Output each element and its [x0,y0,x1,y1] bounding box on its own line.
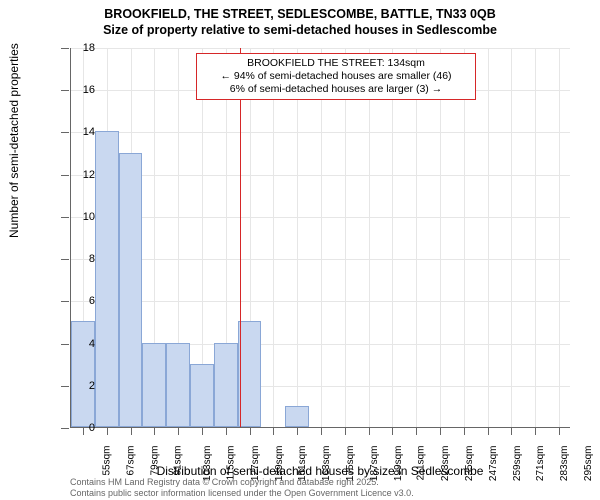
gridline-v [369,48,370,427]
y-tick [61,386,69,387]
title-line2: Size of property relative to semi-detach… [0,22,600,38]
annotation-line3: 6% of semi-detached houses are larger (3… [203,83,469,96]
x-tick-label: 151sqm [297,446,308,482]
y-tick [61,259,69,260]
x-tick [559,427,560,435]
gridline-v [488,48,489,427]
histogram-bar [119,153,143,427]
x-tick [511,427,512,435]
annotation-line1: BROOKFIELD THE STREET: 134sqm [203,57,469,70]
x-tick [440,427,441,435]
y-tick-label: 6 [69,295,95,307]
histogram-bar [238,321,262,427]
y-tick-label: 10 [69,211,95,223]
x-tick [488,427,489,435]
y-tick [61,344,69,345]
x-tick-label: 199sqm [393,446,404,482]
x-tick-label: 91sqm [173,446,184,476]
gridline-v [464,48,465,427]
gridline-v [559,48,560,427]
x-tick [273,427,274,435]
gridline-v [392,48,393,427]
x-tick-label: 259sqm [512,446,523,482]
x-tick [416,427,417,435]
x-tick-label: 103sqm [202,446,213,482]
x-tick-label: 295sqm [583,446,594,482]
x-tick [154,427,155,435]
x-tick [535,427,536,435]
footer: Contains HM Land Registry data © Crown c… [70,477,414,498]
histogram-bar [285,406,309,427]
gridline-v [345,48,346,427]
y-tick-label: 2 [69,380,95,392]
y-tick-label: 0 [69,422,95,434]
x-tick-label: 247sqm [488,446,499,482]
y-tick-label: 14 [69,126,95,138]
reference-line [240,48,241,427]
x-tick-label: 175sqm [345,446,356,482]
x-tick [369,427,370,435]
gridline-v [511,48,512,427]
footer-line2: Contains public sector information licen… [70,488,414,498]
y-tick [61,132,69,133]
y-axis-label: Number of semi-detached properties [7,43,21,238]
chart-title: BROOKFIELD, THE STREET, SEDLESCOMBE, BAT… [0,6,600,39]
histogram-bar [166,343,190,427]
x-tick-label: 139sqm [274,446,285,482]
x-tick [107,427,108,435]
x-tick-label: 283sqm [559,446,570,482]
x-tick [345,427,346,435]
x-tick-label: 223sqm [440,446,451,482]
footer-line1: Contains HM Land Registry data © Crown c… [70,477,414,487]
y-tick [61,217,69,218]
y-tick-label: 8 [69,253,95,265]
y-tick-label: 12 [69,169,95,181]
annotation-box: BROOKFIELD THE STREET: 134sqm ← 94% of s… [196,53,476,100]
y-tick-label: 18 [69,42,95,54]
x-tick-label: 55sqm [101,446,112,476]
gridline-v [321,48,322,427]
x-tick-label: 67sqm [125,446,136,476]
x-tick-label: 79sqm [149,446,160,476]
gridline-v [273,48,274,427]
x-tick [392,427,393,435]
x-tick [464,427,465,435]
y-tick-label: 4 [69,338,95,350]
x-tick-label: 127sqm [250,446,261,482]
annotation-line2: ← 94% of semi-detached houses are smalle… [203,70,469,83]
y-tick [61,428,69,429]
gridline-v [416,48,417,427]
x-tick [202,427,203,435]
y-tick [61,175,69,176]
title-line1: BROOKFIELD, THE STREET, SEDLESCOMBE, BAT… [0,6,600,22]
x-tick [226,427,227,435]
histogram-bar [190,364,214,427]
x-tick-label: 187sqm [369,446,380,482]
x-tick [297,427,298,435]
x-tick [131,427,132,435]
x-tick-label: 163sqm [321,446,332,482]
histogram-bar [95,131,119,427]
x-tick [321,427,322,435]
gridline-v [297,48,298,427]
x-tick [178,427,179,435]
x-tick-label: 115sqm [225,446,236,481]
chart-container: BROOKFIELD, THE STREET, SEDLESCOMBE, BAT… [0,0,600,500]
x-tick-label: 235sqm [464,446,475,482]
y-tick-label: 16 [69,84,95,96]
y-tick [61,48,69,49]
histogram-bar [214,343,238,427]
gridline-v [535,48,536,427]
gridline-v [440,48,441,427]
x-tick-label: 271sqm [536,446,547,482]
plot-area: BROOKFIELD THE STREET: 134sqm ← 94% of s… [70,48,570,428]
x-tick-label: 211sqm [416,446,427,481]
histogram-bar [142,343,166,427]
y-tick [61,301,69,302]
x-tick [250,427,251,435]
y-tick [61,90,69,91]
